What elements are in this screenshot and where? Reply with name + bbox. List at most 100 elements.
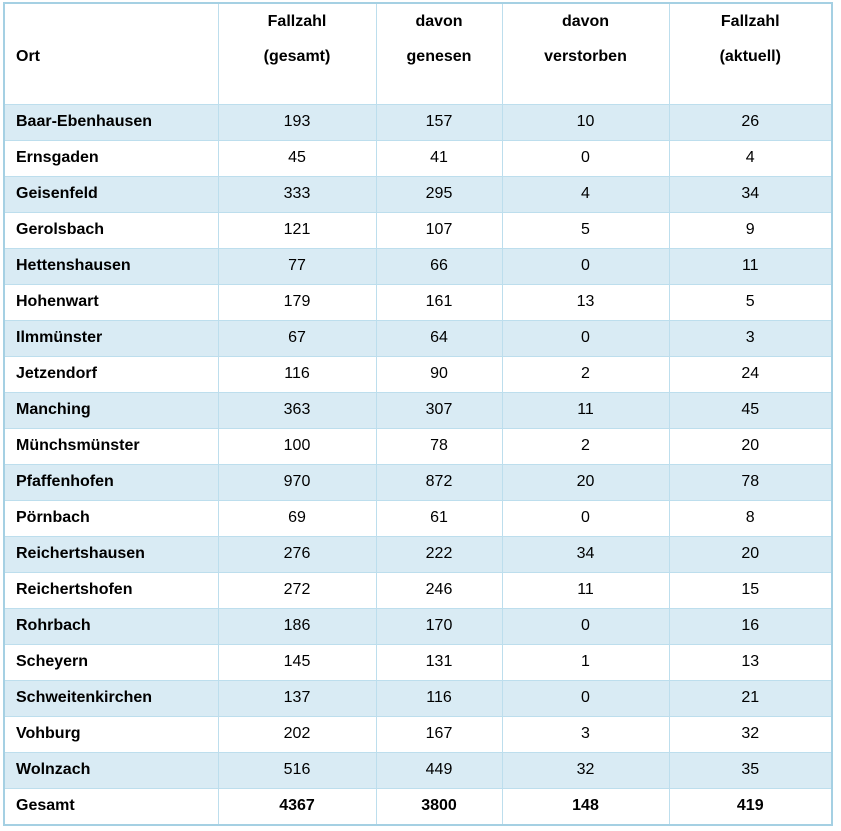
- cell-davon-verstorben: 0: [501, 499, 670, 537]
- cell-davon-verstorben: 0: [501, 247, 670, 285]
- total-cell-davon-genesen: 3800: [375, 787, 503, 826]
- cell-davon-genesen: 222: [375, 535, 503, 573]
- cell-fallzahl-aktuell: 20: [668, 427, 833, 465]
- cell-davon-verstorben: 10: [501, 103, 670, 141]
- header-fallzahl-gesamt-line1: Fallzahl: [267, 13, 327, 30]
- cell-ort: Schweitenkirchen: [3, 679, 219, 717]
- cell-davon-genesen: 307: [375, 391, 503, 429]
- cell-ort: Hettenshausen: [3, 247, 219, 285]
- header-davon-verstorben: davon verstorben: [501, 2, 670, 105]
- header-fallzahl-aktuell-line1: Fallzahl: [720, 13, 780, 30]
- table-row: Ilmmünster 67 64 0 3: [3, 319, 833, 357]
- cell-davon-genesen: 167: [375, 715, 503, 753]
- cell-davon-verstorben: 20: [501, 463, 670, 501]
- cell-fallzahl-gesamt: 276: [217, 535, 377, 573]
- cell-fallzahl-gesamt: 67: [217, 319, 377, 357]
- cell-davon-verstorben: 4: [501, 175, 670, 213]
- cell-fallzahl-aktuell: 5: [668, 283, 833, 321]
- header-davon-genesen-line2: genesen: [406, 48, 472, 65]
- table-row: Wolnzach 516 449 32 35: [3, 751, 833, 789]
- total-cell-fallzahl-gesamt: 4367: [217, 787, 377, 826]
- cell-davon-genesen: 66: [375, 247, 503, 285]
- cell-fallzahl-gesamt: 202: [217, 715, 377, 753]
- cell-fallzahl-aktuell: 35: [668, 751, 833, 789]
- cell-fallzahl-gesamt: 137: [217, 679, 377, 717]
- table-row: Baar-Ebenhausen 193 157 10 26: [3, 103, 833, 141]
- cell-davon-genesen: 157: [375, 103, 503, 141]
- cell-fallzahl-aktuell: 3: [668, 319, 833, 357]
- total-row: Gesamt 4367 3800 148 419: [3, 787, 833, 826]
- cell-davon-genesen: 131: [375, 643, 503, 681]
- cell-fallzahl-gesamt: 179: [217, 283, 377, 321]
- cell-fallzahl-aktuell: 24: [668, 355, 833, 393]
- header-row: Ort Fallzahl (gesamt) davon genesen davo…: [3, 2, 833, 105]
- cell-fallzahl-aktuell: 11: [668, 247, 833, 285]
- table-row: Pörnbach 69 61 0 8: [3, 499, 833, 537]
- header-davon-verstorben-line1: davon: [561, 13, 610, 30]
- cell-fallzahl-aktuell: 45: [668, 391, 833, 429]
- cell-fallzahl-gesamt: 77: [217, 247, 377, 285]
- cell-ort: Manching: [3, 391, 219, 429]
- cell-davon-verstorben: 0: [501, 607, 670, 645]
- cell-fallzahl-aktuell: 9: [668, 211, 833, 249]
- cell-davon-verstorben: 0: [501, 139, 670, 177]
- table-row: Vohburg 202 167 3 32: [3, 715, 833, 753]
- cell-fallzahl-aktuell: 21: [668, 679, 833, 717]
- cell-ort: Wolnzach: [3, 751, 219, 789]
- cell-fallzahl-aktuell: 32: [668, 715, 833, 753]
- table-row: Reichertshofen 272 246 11 15: [3, 571, 833, 609]
- cell-fallzahl-aktuell: 20: [668, 535, 833, 573]
- header-davon-genesen-line1: davon: [415, 13, 463, 30]
- cell-ort: Baar-Ebenhausen: [3, 103, 219, 141]
- cell-ort: Vohburg: [3, 715, 219, 753]
- cell-davon-genesen: 295: [375, 175, 503, 213]
- header-fallzahl-gesamt: Fallzahl (gesamt): [217, 2, 377, 105]
- header-fallzahl-aktuell-line2: (aktuell): [719, 48, 781, 65]
- cell-ort: Rohrbach: [3, 607, 219, 645]
- cell-davon-verstorben: 0: [501, 679, 670, 717]
- cell-davon-verstorben: 11: [501, 571, 670, 609]
- cell-ort: Münchsmünster: [3, 427, 219, 465]
- cell-davon-verstorben: 2: [501, 355, 670, 393]
- table-row: Pfaffenhofen 970 872 20 78: [3, 463, 833, 501]
- cell-davon-genesen: 90: [375, 355, 503, 393]
- cell-davon-verstorben: 5: [501, 211, 670, 249]
- cell-fallzahl-gesamt: 333: [217, 175, 377, 213]
- header-fallzahl-aktuell: Fallzahl (aktuell): [668, 2, 833, 105]
- cell-ort: Gerolsbach: [3, 211, 219, 249]
- cell-ort: Scheyern: [3, 643, 219, 681]
- cell-ort: Ernsgaden: [3, 139, 219, 177]
- header-davon-verstorben-line2: verstorben: [544, 48, 627, 65]
- header-ort-line2: Ort: [16, 48, 40, 65]
- cell-fallzahl-aktuell: 15: [668, 571, 833, 609]
- cell-davon-genesen: 872: [375, 463, 503, 501]
- cell-davon-genesen: 41: [375, 139, 503, 177]
- cell-ort: Reichertshausen: [3, 535, 219, 573]
- cell-fallzahl-gesamt: 121: [217, 211, 377, 249]
- cell-davon-verstorben: 0: [501, 319, 670, 357]
- cell-davon-genesen: 116: [375, 679, 503, 717]
- cell-ort: Pfaffenhofen: [3, 463, 219, 501]
- cell-davon-verstorben: 1: [501, 643, 670, 681]
- table-row: Jetzendorf 116 90 2 24: [3, 355, 833, 393]
- table-row: Gerolsbach 121 107 5 9: [3, 211, 833, 249]
- cell-davon-verstorben: 34: [501, 535, 670, 573]
- cell-ort: Hohenwart: [3, 283, 219, 321]
- cell-davon-genesen: 78: [375, 427, 503, 465]
- cell-fallzahl-aktuell: 13: [668, 643, 833, 681]
- total-cell-fallzahl-aktuell: 419: [668, 787, 833, 826]
- table-row: Rohrbach 186 170 0 16: [3, 607, 833, 645]
- total-cell-davon-verstorben: 148: [501, 787, 670, 826]
- cell-fallzahl-gesamt: 69: [217, 499, 377, 537]
- cell-davon-genesen: 64: [375, 319, 503, 357]
- cell-fallzahl-gesamt: 193: [217, 103, 377, 141]
- table-row: Hohenwart 179 161 13 5: [3, 283, 833, 321]
- cell-fallzahl-gesamt: 145: [217, 643, 377, 681]
- total-cell-ort: Gesamt: [3, 787, 219, 826]
- cell-davon-verstorben: 13: [501, 283, 670, 321]
- table-row: Reichertshausen 276 222 34 20: [3, 535, 833, 573]
- table-row: Hettenshausen 77 66 0 11: [3, 247, 833, 285]
- cell-fallzahl-gesamt: 363: [217, 391, 377, 429]
- cell-fallzahl-aktuell: 34: [668, 175, 833, 213]
